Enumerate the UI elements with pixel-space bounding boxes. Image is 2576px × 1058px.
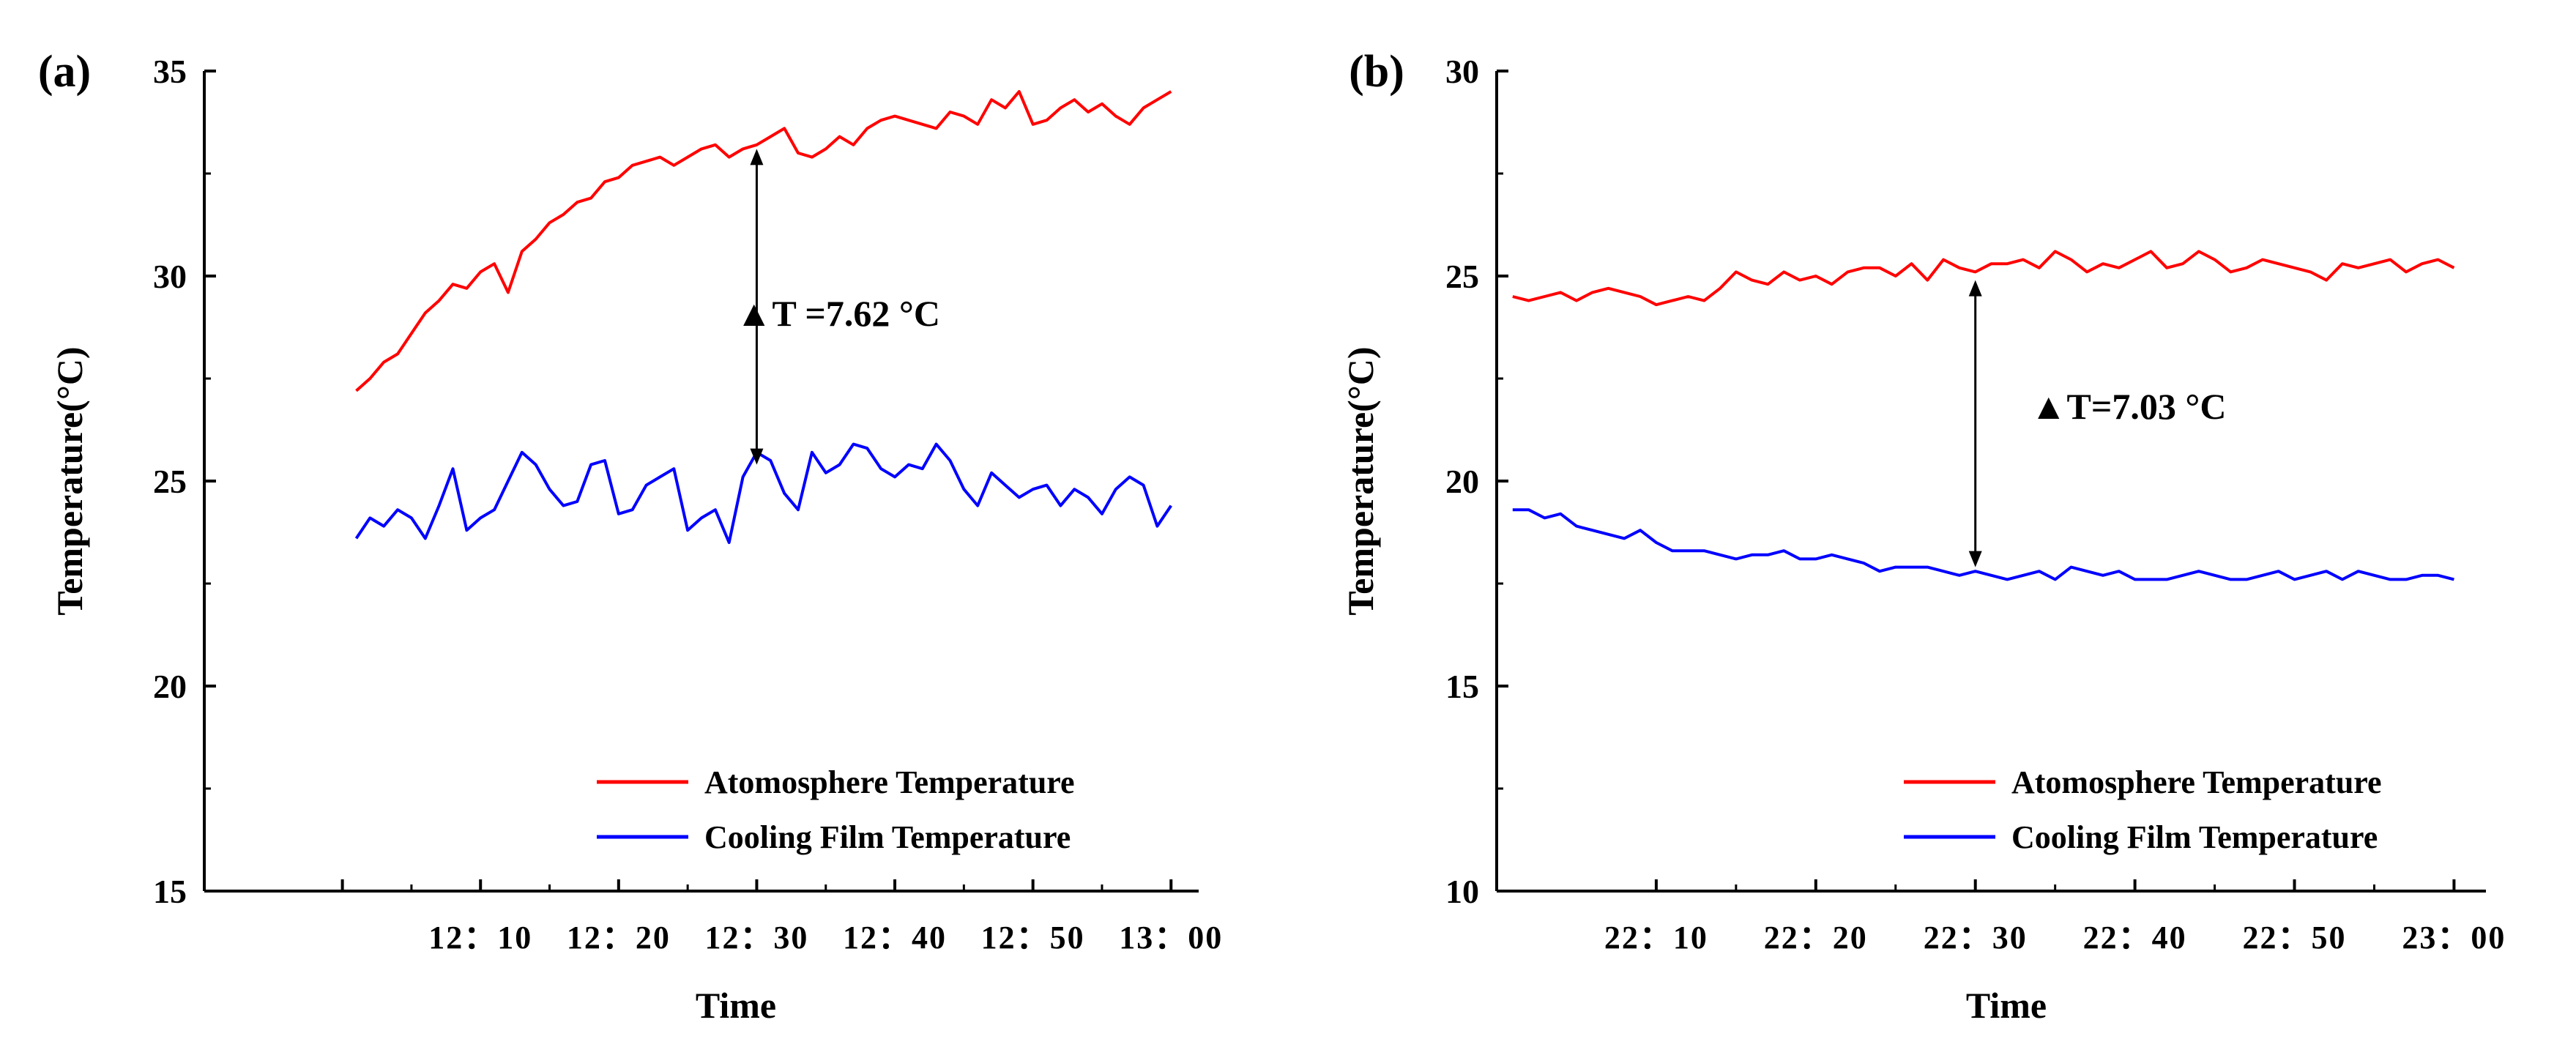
series-line-cooling-film [354,442,1172,544]
annotation-arrow-head-up [1968,280,1982,297]
annotation-arrow-head-down [1968,551,1982,567]
x-tick-label: 13：00 [1119,920,1223,955]
y-tick-label: 25 [153,463,187,500]
panel-b: (b) 10 15 20 25 30 22：10 22：20 22：30 22：40 22：50 23… [1340,47,2506,1026]
x-tick-label: 12：40 [843,920,947,955]
delta-t-annotation: ▲T =7.62 °C [736,293,940,334]
x-tick-label: 23：00 [2402,920,2506,955]
panel-label: (b) [1349,47,1404,97]
y-tick-label: 35 [153,53,187,90]
series-line-atmosphere [355,90,1172,392]
legend-label: Atomosphere Temperature [704,764,1075,800]
series-line-atmosphere [1512,250,2455,307]
x-tick-label: 22：30 [1924,920,2028,955]
x-axis-title: Time [1966,985,2047,1026]
series-line-cooling-film [1512,508,2454,581]
x-tick-label: 12：20 [567,920,671,955]
y-axis-title: Temperature(°C) [1340,346,1381,615]
y-tick-label: 25 [1445,258,1479,295]
x-tick-label: 22：20 [1764,920,1868,955]
x-tick-label: 22：50 [2243,920,2347,955]
y-tick-label: 30 [153,258,187,295]
x-axis-title: Time [696,985,776,1026]
y-tick-label: 20 [1445,463,1479,500]
x-tick-label: 22：10 [1604,920,1708,955]
annotation-arrow-head-up [750,149,764,165]
legend-label: Atomosphere Temperature [2011,764,2382,800]
y-tick-label: 15 [153,873,187,910]
y-tick-label: 30 [1445,53,1479,90]
y-axis-title: Temperature(°C) [49,346,90,615]
x-tick-label: 12：50 [981,920,1085,955]
y-tick-label: 10 [1445,873,1479,910]
panel-label: (a) [38,47,91,97]
x-tick-label: 22：40 [2083,920,2187,955]
y-tick-label: 15 [1445,668,1479,705]
x-tick-label: 12：10 [428,920,532,955]
x-tick-label: 12：30 [704,920,808,955]
delta-t-annotation: ▲T=7.03 °C [2030,386,2226,427]
annotation-arrow-head-down [750,448,764,465]
legend-label: Cooling Film Temperature [2011,819,2378,855]
panel-a: (a) 15 20 25 30 35 12：10 12：20 12：30 12：40 12：50 13… [38,47,1223,1026]
legend-label: Cooling Film Temperature [704,819,1071,855]
y-tick-label: 20 [153,668,187,705]
